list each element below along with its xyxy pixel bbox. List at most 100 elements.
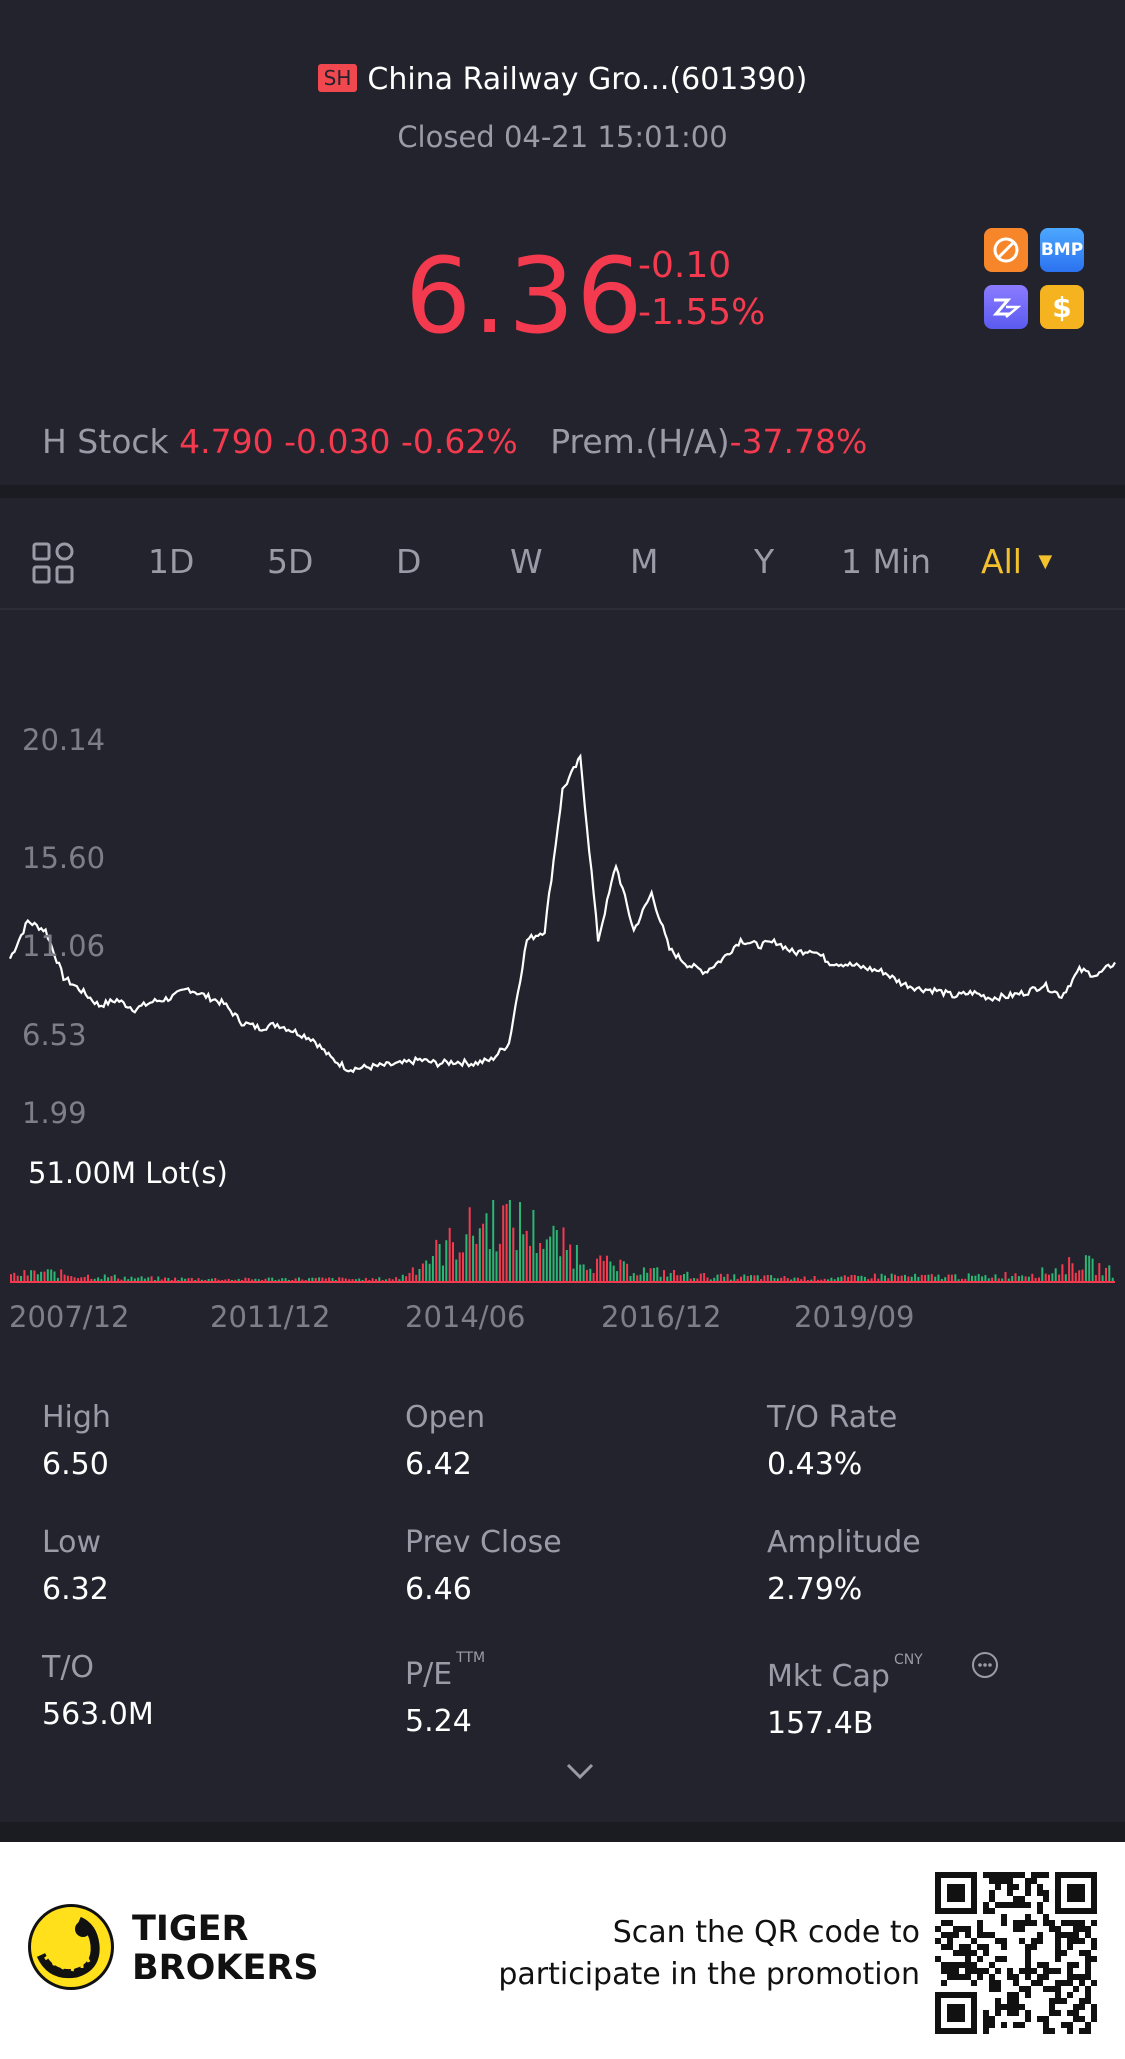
qr-module — [971, 1998, 977, 2004]
h-stock-row[interactable]: H Stock 4.790 -0.030 -0.62% Prem.(H/A)-3… — [42, 422, 867, 461]
tab-1min[interactable]: 1 Min — [841, 542, 932, 581]
volume-bar — [140, 1276, 143, 1282]
chart-layout-icon[interactable] — [32, 542, 74, 588]
qr-code-icon[interactable] — [935, 1872, 1097, 2034]
volume-bar — [904, 1274, 906, 1282]
volume-bar — [63, 1274, 66, 1282]
qr-module — [1031, 1938, 1037, 1944]
tab-1d[interactable]: 1D — [148, 542, 195, 581]
volume-bar — [763, 1275, 766, 1282]
tab-month[interactable]: M — [630, 542, 659, 581]
volume-bar — [388, 1278, 391, 1282]
qr-module — [947, 1938, 953, 1944]
qr-module — [1085, 1986, 1091, 1992]
chart-canvas[interactable] — [0, 610, 1125, 1350]
volume-bar — [961, 1278, 963, 1282]
volume-bar — [1048, 1274, 1050, 1282]
qr-module — [935, 2022, 941, 2028]
volume-bar — [867, 1279, 870, 1282]
brand-line: TIGER — [132, 1909, 249, 1949]
volume-bar — [167, 1278, 170, 1282]
zz-icon[interactable] — [984, 285, 1028, 329]
volume-bar — [123, 1276, 126, 1282]
volume-bar — [371, 1278, 374, 1282]
volume-bar — [766, 1275, 769, 1282]
volume-bar — [502, 1205, 505, 1282]
volume-bar — [656, 1267, 659, 1282]
volume-bar — [338, 1277, 341, 1282]
volume-bar — [43, 1271, 46, 1282]
tab-year[interactable]: Y — [754, 542, 775, 581]
volume-bar — [1011, 1276, 1014, 1282]
qr-module — [1013, 1998, 1019, 2004]
stock-title[interactable]: China Railway Gro...(601390) — [367, 62, 808, 97]
volume-bar — [364, 1277, 367, 1282]
no-short-icon[interactable] — [984, 228, 1028, 272]
qr-module — [1013, 1902, 1019, 1908]
volume-bar — [247, 1278, 250, 1282]
quote-header: SH China Railway Gro...(601390) Closed 04… — [0, 0, 1125, 485]
volume-bar — [251, 1279, 254, 1282]
qr-module — [1055, 1878, 1061, 1884]
qr-module — [989, 2016, 995, 2022]
tab-5d[interactable]: 5D — [267, 542, 314, 581]
price-chart[interactable] — [0, 610, 1125, 1350]
qr-module — [959, 1872, 965, 1878]
qr-module — [941, 1968, 947, 1974]
qr-module — [1061, 1872, 1067, 1878]
qr-module — [1079, 1938, 1085, 1944]
volume-bar — [569, 1244, 572, 1282]
market-status: Closed 04-21 15:01:00 — [397, 120, 728, 154]
volume-bar — [612, 1265, 615, 1282]
qr-module — [1091, 1872, 1097, 1878]
qr-module — [1013, 1926, 1019, 1932]
dollar-icon[interactable]: $ — [1040, 285, 1084, 329]
volume-bar — [927, 1274, 930, 1282]
qr-module — [983, 1968, 989, 1974]
qr-module — [1079, 1908, 1085, 1914]
qr-module — [947, 1920, 953, 1926]
qr-module — [1007, 2004, 1013, 2010]
qr-module — [1013, 1920, 1019, 1926]
qr-module — [1031, 1872, 1037, 1878]
volume-bar — [147, 1277, 150, 1282]
tab-week[interactable]: W — [510, 542, 543, 581]
volume-bar — [820, 1279, 823, 1282]
volume-bar — [552, 1225, 555, 1282]
qr-module — [1085, 1926, 1091, 1932]
qr-module — [1067, 1992, 1073, 1998]
more-options-icon[interactable] — [970, 1650, 1000, 1688]
qr-module — [1073, 1884, 1079, 1890]
qr-module — [1085, 1932, 1091, 1938]
volume-bar — [344, 1278, 347, 1282]
volume-bar — [512, 1227, 515, 1282]
qr-module — [965, 1974, 971, 1980]
volume-bar — [880, 1273, 883, 1282]
qr-module — [1001, 1914, 1007, 1920]
tab-all[interactable]: All ▼ — [981, 542, 1052, 581]
volume-bar — [133, 1278, 136, 1282]
qr-module — [983, 2010, 989, 2016]
qr-module — [1025, 1944, 1031, 1950]
volume-bar — [508, 1200, 511, 1282]
qr-module — [1055, 1950, 1061, 1956]
qr-module — [1061, 1980, 1067, 1986]
dollar-icon-label: $ — [1052, 290, 1072, 324]
qr-module — [1025, 1992, 1031, 1998]
qr-module — [959, 1896, 965, 1902]
volume-bar — [164, 1277, 166, 1282]
stat-value: 5.24 — [405, 1704, 472, 1739]
exchange-badge: SH — [317, 64, 358, 92]
qr-module — [1043, 1968, 1049, 1974]
volume-bar — [539, 1243, 542, 1282]
expand-chevron-icon[interactable] — [565, 1760, 595, 1784]
tab-day[interactable]: D — [396, 542, 422, 581]
volume-bar — [649, 1268, 652, 1282]
promo-line: Scan the QR code to — [612, 1915, 920, 1950]
qr-module — [1001, 2022, 1007, 2028]
volume-bar — [679, 1275, 682, 1282]
bmp-icon[interactable]: BMP — [1040, 228, 1084, 272]
qr-module — [977, 1968, 983, 1974]
volume-bar — [863, 1276, 866, 1282]
qr-module — [1043, 1920, 1049, 1926]
